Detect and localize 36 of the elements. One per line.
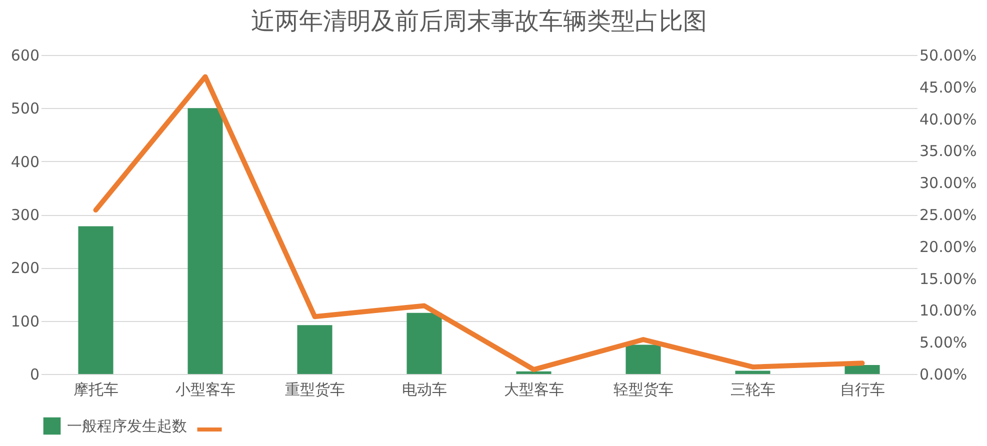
x-tick-label: 大型客车: [504, 380, 564, 398]
bar: [406, 312, 442, 374]
y2-tick-label: 5.00%: [920, 334, 968, 352]
y-tick-label: 400: [10, 152, 40, 171]
bar: [188, 108, 223, 374]
x-tick-label: 轻型货车: [613, 380, 674, 398]
x-tick-label: 三轮车: [730, 380, 776, 398]
bar: [735, 370, 770, 374]
x-tick-label: 自行车: [840, 380, 885, 398]
x-tick-label: 电动车: [402, 380, 447, 398]
y2-tick-label: 20.00%: [920, 238, 977, 256]
y2-tick-label: 45.00%: [920, 78, 977, 96]
y2-tick-label: 30.00%: [920, 174, 977, 192]
bar: [297, 325, 332, 374]
bar: [844, 364, 880, 374]
y2-tick-label: 40.00%: [920, 110, 977, 128]
y-tick-label: 300: [10, 206, 40, 224]
bar: [78, 226, 114, 374]
y2-tick-label: 35.00%: [920, 142, 977, 160]
x-tick-label: 重型货车: [284, 380, 345, 398]
x-tick-label: 摩托车: [73, 380, 118, 398]
y-tick-label: 0: [30, 366, 40, 384]
y-tick-label: 600: [10, 46, 40, 64]
bar: [626, 344, 661, 374]
chart-title: 近两年清明及前后周末事故车辆类型占比图: [251, 7, 707, 35]
y2-tick-label: 10.00%: [920, 302, 977, 320]
x-tick-label: 小型客车: [175, 380, 236, 398]
y-tick-label: 200: [10, 259, 40, 278]
y-tick-label: 500: [10, 100, 40, 118]
y2-tick-label: 0.00%: [920, 366, 968, 384]
y2-tick-label: 15.00%: [920, 270, 977, 288]
y2-tick-label: 25.00%: [920, 206, 977, 224]
bar: [516, 371, 552, 374]
y2-tick-label: 50.00%: [920, 46, 977, 64]
y-tick-label: 100: [10, 312, 40, 330]
legend-label: 一般程序发生起数: [67, 417, 187, 435]
